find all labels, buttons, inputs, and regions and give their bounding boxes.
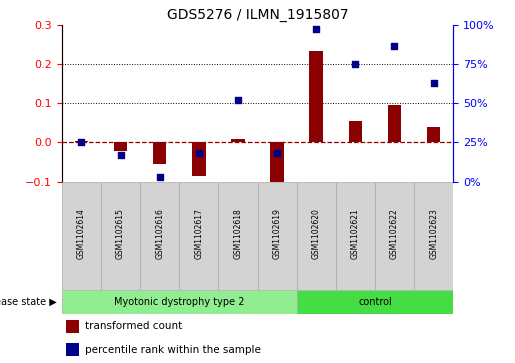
Text: GSM1102617: GSM1102617 <box>194 208 203 259</box>
FancyBboxPatch shape <box>258 182 297 290</box>
FancyBboxPatch shape <box>62 182 101 290</box>
Point <box>273 151 281 156</box>
FancyBboxPatch shape <box>62 290 297 314</box>
Point <box>312 26 320 32</box>
Text: Myotonic dystrophy type 2: Myotonic dystrophy type 2 <box>114 297 245 307</box>
Bar <box>427 127 440 142</box>
FancyBboxPatch shape <box>336 182 375 290</box>
FancyBboxPatch shape <box>218 182 258 290</box>
Point <box>195 151 203 156</box>
Text: percentile rank within the sample: percentile rank within the sample <box>85 345 261 355</box>
Text: disease state ▶: disease state ▶ <box>0 297 57 307</box>
Text: GSM1102614: GSM1102614 <box>77 208 86 259</box>
Text: GSM1102615: GSM1102615 <box>116 208 125 259</box>
Point <box>234 97 242 103</box>
Text: GSM1102620: GSM1102620 <box>312 208 321 259</box>
FancyBboxPatch shape <box>179 182 218 290</box>
Title: GDS5276 / ILMN_1915807: GDS5276 / ILMN_1915807 <box>167 8 348 22</box>
FancyBboxPatch shape <box>140 182 179 290</box>
Point <box>116 152 125 158</box>
Text: GSM1102621: GSM1102621 <box>351 208 360 259</box>
Text: control: control <box>358 297 392 307</box>
Point <box>390 43 399 49</box>
Point <box>156 174 164 180</box>
Text: GSM1102616: GSM1102616 <box>155 208 164 259</box>
FancyBboxPatch shape <box>375 182 414 290</box>
Text: GSM1102618: GSM1102618 <box>233 208 243 259</box>
Point <box>430 80 438 86</box>
FancyBboxPatch shape <box>297 290 453 314</box>
Text: GSM1102622: GSM1102622 <box>390 208 399 259</box>
Bar <box>75 141 88 142</box>
Bar <box>231 139 245 142</box>
Bar <box>310 51 323 142</box>
Text: GSM1102623: GSM1102623 <box>429 208 438 259</box>
FancyBboxPatch shape <box>297 182 336 290</box>
Bar <box>153 142 166 164</box>
Text: transformed count: transformed count <box>85 321 182 331</box>
Point <box>77 139 85 145</box>
FancyBboxPatch shape <box>101 182 140 290</box>
Bar <box>114 142 127 151</box>
Bar <box>192 142 205 176</box>
Text: GSM1102619: GSM1102619 <box>272 208 282 259</box>
Bar <box>349 121 362 142</box>
Bar <box>66 320 79 333</box>
Bar <box>270 142 284 185</box>
Bar <box>66 343 79 356</box>
FancyBboxPatch shape <box>414 182 453 290</box>
Point <box>351 61 359 67</box>
Bar <box>388 105 401 142</box>
